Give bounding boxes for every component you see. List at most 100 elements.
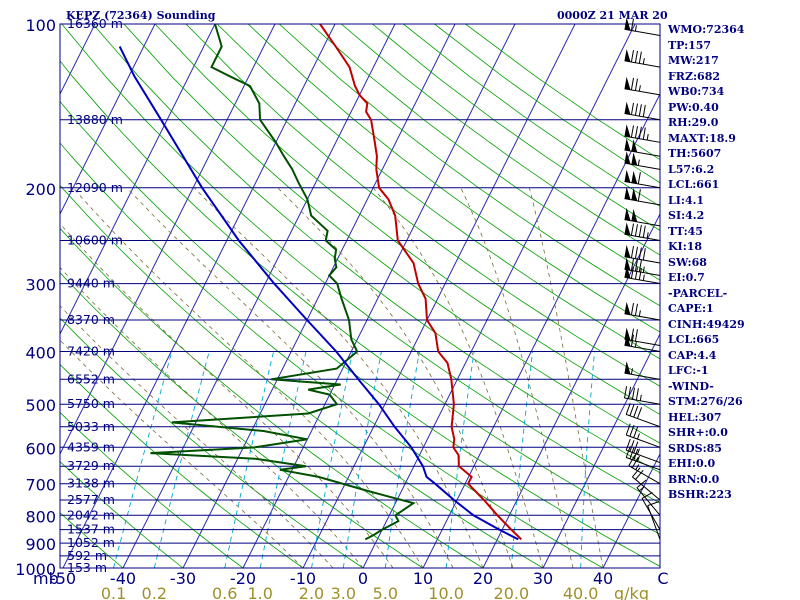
pressure-tick-label: 500 bbox=[25, 396, 56, 415]
height-label: 16360 m bbox=[67, 16, 123, 31]
isotherm-line bbox=[242, 24, 516, 568]
wind-barb-staff bbox=[624, 338, 661, 347]
wind-barb-half bbox=[639, 394, 642, 401]
stability-index: SRDS:85 bbox=[668, 441, 722, 455]
wind-barb-full bbox=[628, 455, 636, 466]
temperature-profile-line bbox=[319, 24, 522, 541]
wind-barb-full bbox=[632, 467, 641, 478]
wind-barb-full bbox=[638, 247, 642, 260]
wind-barb bbox=[625, 403, 661, 428]
wind-barb-full bbox=[630, 18, 634, 31]
wind-barb-full bbox=[634, 103, 638, 116]
height-label: 9440 m bbox=[67, 276, 115, 291]
isotherm-line bbox=[302, 24, 576, 568]
wind-barb bbox=[624, 151, 661, 170]
wind-barb-flag bbox=[624, 361, 631, 375]
wind-barb-half bbox=[634, 341, 637, 348]
wind-barb-flag bbox=[624, 265, 631, 279]
wind-barb-full bbox=[636, 479, 647, 489]
wind-barb-flag bbox=[624, 222, 631, 236]
wind-barb-staff bbox=[624, 28, 661, 37]
stability-index: TH:5607 bbox=[668, 147, 722, 160]
stability-index: CAP:4.4 bbox=[668, 348, 717, 362]
temperature-tick-label: -20 bbox=[230, 569, 256, 588]
stability-index: -WIND- bbox=[668, 379, 714, 393]
stability-index: CINH:49429 bbox=[668, 317, 745, 331]
stability-index: L57:6.2 bbox=[668, 162, 715, 176]
wind-barb-full bbox=[638, 260, 642, 272]
stability-index: BSHR:223 bbox=[668, 488, 732, 501]
mixing-ratio-tick-label: 5.0 bbox=[373, 584, 398, 600]
plot-frame bbox=[59, 23, 661, 569]
wind-barb-flag bbox=[624, 244, 631, 258]
pressure-tick-label: 1000 bbox=[15, 560, 56, 579]
wind-barb-flag bbox=[624, 101, 631, 115]
wind-barb-full bbox=[630, 266, 634, 279]
stability-index: EI:0.7 bbox=[668, 271, 705, 284]
wind-barb-half bbox=[642, 58, 645, 65]
pressure-tick-label: 200 bbox=[25, 180, 56, 199]
height-label: 8370 m bbox=[67, 312, 115, 327]
wind-barb-flag bbox=[624, 49, 631, 62]
height-label: 3729 m bbox=[67, 458, 115, 473]
isotherm-line bbox=[422, 92, 660, 568]
wind-barb bbox=[624, 301, 661, 321]
height-label: 3138 m bbox=[67, 476, 115, 491]
wind-barb-full bbox=[630, 223, 634, 236]
wind-barb-full bbox=[634, 126, 638, 139]
height-label: 5033 m bbox=[67, 419, 115, 434]
pressure-tick-label: 800 bbox=[25, 507, 56, 526]
wind-barb bbox=[624, 169, 661, 189]
stability-index: BRN:0.0 bbox=[668, 472, 720, 486]
temperature-tick-label: 40 bbox=[593, 569, 613, 588]
wind-barb-full bbox=[630, 328, 634, 341]
wind-barb-full bbox=[625, 446, 631, 458]
mixing-ratio-tick-label: 3.0 bbox=[331, 584, 356, 600]
stability-index: MW:217 bbox=[668, 54, 719, 67]
parcel-profile-line bbox=[118, 46, 519, 541]
wind-barb-full bbox=[634, 246, 638, 259]
mixing-ratio-tick-label: 1.0 bbox=[247, 584, 272, 600]
wind-barb bbox=[624, 265, 661, 285]
wind-barb-half bbox=[630, 368, 633, 375]
wind-barb-half bbox=[638, 310, 641, 317]
wind-barb-full bbox=[642, 127, 646, 140]
mixing-ratio-line bbox=[580, 351, 595, 568]
wind-barb bbox=[624, 244, 661, 264]
wind-barb-full bbox=[637, 189, 641, 202]
stability-index: FRZ:682 bbox=[668, 69, 721, 83]
wind-barb-staff bbox=[624, 135, 661, 143]
stability-index: TP:157 bbox=[668, 38, 712, 52]
wind-barb-full bbox=[625, 423, 631, 436]
dewpoint-profile-line bbox=[150, 24, 416, 541]
sounding-title: KEPZ (72364) Sounding bbox=[66, 9, 216, 22]
wind-barb-flag bbox=[631, 209, 638, 222]
stability-index: EHI:0.0 bbox=[668, 457, 716, 470]
isotherm-line bbox=[122, 24, 396, 568]
moist-adiabat-line bbox=[60, 223, 394, 568]
wind-barb-full bbox=[642, 104, 646, 117]
wind-barb bbox=[624, 386, 661, 405]
plot-area bbox=[60, 24, 660, 568]
wind-barb bbox=[624, 101, 661, 121]
wind-barb-full bbox=[638, 104, 642, 117]
wind-barb-staff bbox=[626, 413, 661, 428]
height-label: 153 m bbox=[67, 560, 107, 575]
stability-index: HEL:307 bbox=[668, 410, 722, 424]
wind-barb-flag bbox=[631, 152, 638, 166]
mixing-ratio-line bbox=[384, 351, 420, 568]
wind-barb-full bbox=[634, 224, 638, 237]
wind-barb-staff bbox=[624, 397, 661, 405]
temperature-tick-label: -50 bbox=[50, 569, 76, 588]
wind-barb bbox=[632, 467, 661, 501]
wind-barb bbox=[636, 479, 661, 516]
wind-barb-full bbox=[625, 438, 631, 451]
isotherm-line bbox=[60, 24, 156, 216]
stability-index: WB0:734 bbox=[668, 85, 725, 98]
pressure-tick-label: 300 bbox=[25, 276, 56, 295]
wind-barb-full bbox=[634, 50, 638, 63]
wind-barb-full bbox=[638, 51, 642, 64]
height-label: 1537 m bbox=[67, 522, 115, 537]
wind-barb-flag bbox=[624, 76, 631, 90]
stability-indices-panel: WMO:72364 TP:157 MW:217 FRZ:682 WB0:734 PW:0.… bbox=[668, 22, 798, 503]
